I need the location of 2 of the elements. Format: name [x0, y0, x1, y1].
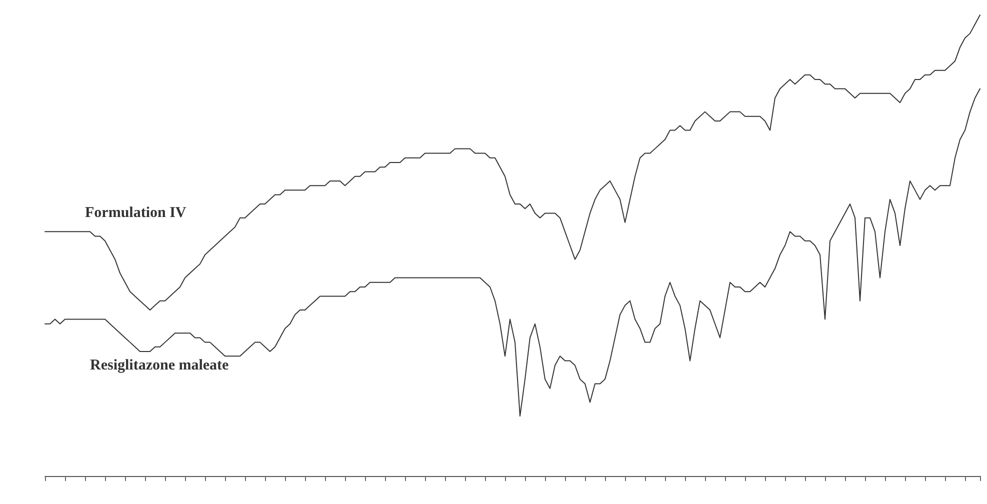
- series-label: Resiglitazone maleate: [90, 357, 230, 374]
- series-label: Formulation IV: [85, 205, 186, 222]
